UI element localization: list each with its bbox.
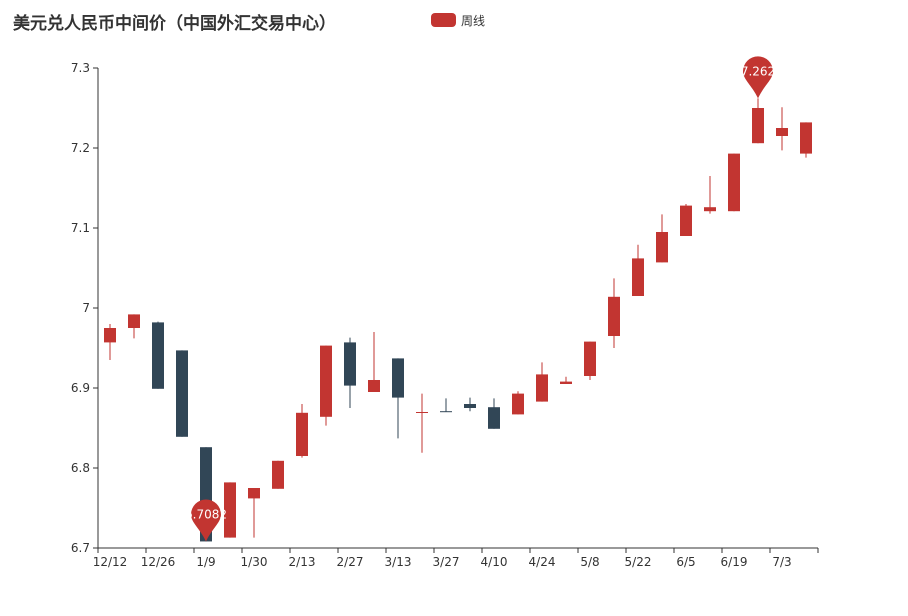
candle-body <box>392 358 404 398</box>
candle-body <box>680 205 692 236</box>
candle <box>776 107 788 151</box>
candle-body <box>512 393 524 415</box>
y-tick-label: 6.9 <box>71 381 90 395</box>
marker-label: 7.262 <box>741 64 775 78</box>
x-tick-label: 2/13 <box>289 555 316 569</box>
candle <box>224 482 236 538</box>
candle-body <box>632 258 644 296</box>
x-tick-label: 5/22 <box>625 555 652 569</box>
x-tick-label: 1/30 <box>241 555 268 569</box>
candle <box>272 460 284 489</box>
y-tick-label: 7.2 <box>71 141 90 155</box>
marker-pin: 7.262 <box>741 56 775 99</box>
candle-body <box>104 328 116 343</box>
candle <box>512 391 524 415</box>
candle <box>632 244 644 296</box>
candle-body <box>272 460 284 489</box>
candle-body <box>440 411 452 413</box>
x-tick-label: 2/27 <box>337 555 364 569</box>
x-tick-label: 4/24 <box>529 555 556 569</box>
x-tick-label: 4/10 <box>481 555 508 569</box>
candle <box>440 398 452 413</box>
candle-body <box>536 374 548 402</box>
candle-body <box>416 412 428 413</box>
candle <box>176 350 188 437</box>
candle <box>464 397 476 412</box>
candle-body <box>320 345 332 417</box>
candle <box>584 341 596 380</box>
y-tick-label: 6.8 <box>71 461 90 475</box>
candle-body <box>584 341 596 376</box>
y-tick-label: 6.7 <box>71 541 90 555</box>
candle-body <box>248 488 260 499</box>
x-tick-label: 12/12 <box>93 555 128 569</box>
candle <box>392 358 404 439</box>
candle <box>728 153 740 212</box>
x-tick-label: 6/5 <box>676 555 695 569</box>
x-tick-label: 1/9 <box>196 555 215 569</box>
candle-body <box>464 404 476 408</box>
candle-body <box>152 322 164 389</box>
candle <box>608 278 620 348</box>
x-tick-label: 3/27 <box>433 555 460 569</box>
candle <box>320 345 332 426</box>
marker-label: 6.7082 <box>185 507 227 521</box>
candle <box>296 404 308 458</box>
x-tick-label: 12/26 <box>141 555 176 569</box>
y-tick-label: 7 <box>82 301 90 315</box>
candle <box>752 98 764 144</box>
x-tick-label: 3/13 <box>385 555 412 569</box>
candle-body <box>224 482 236 538</box>
y-tick-label: 7.1 <box>71 221 90 235</box>
candle <box>344 337 356 408</box>
candle-body <box>368 380 380 392</box>
candle-body <box>656 232 668 263</box>
candle <box>104 324 116 360</box>
x-tick-label: 7/3 <box>772 555 791 569</box>
candle <box>128 314 140 339</box>
candle <box>656 214 668 263</box>
candle-body <box>128 314 140 328</box>
candle-body <box>560 381 572 384</box>
x-tick-label: 5/8 <box>580 555 599 569</box>
candle <box>488 398 500 429</box>
y-tick-label: 7.3 <box>71 61 90 75</box>
candle-body <box>608 296 620 336</box>
candle-body <box>296 412 308 456</box>
candle <box>560 376 572 384</box>
chart-title: 美元兑人民币中间价（中国外汇交易中心） <box>13 14 336 34</box>
candle-body <box>776 128 788 136</box>
legend-item-weekly[interactable]: 周线 <box>431 12 485 28</box>
candle <box>680 204 692 236</box>
candle <box>248 488 260 538</box>
candle <box>800 122 812 158</box>
legend-label: 周线 <box>461 13 486 28</box>
candle-body <box>800 122 812 154</box>
candle-body <box>728 153 740 212</box>
candle <box>368 332 380 392</box>
candle <box>536 362 548 402</box>
candle <box>704 176 716 214</box>
candle-body <box>704 207 716 212</box>
marker-pin-shape <box>743 56 773 99</box>
candle-body <box>752 108 764 144</box>
marker-pin-shape <box>191 499 221 542</box>
candle-body <box>344 342 356 386</box>
marker-pin: 6.7082 <box>185 499 227 542</box>
candle-body <box>488 407 500 429</box>
candle <box>416 393 428 453</box>
candle <box>152 321 164 389</box>
legend-swatch <box>431 13 456 27</box>
candle-body <box>176 350 188 437</box>
x-tick-label: 6/19 <box>721 555 748 569</box>
